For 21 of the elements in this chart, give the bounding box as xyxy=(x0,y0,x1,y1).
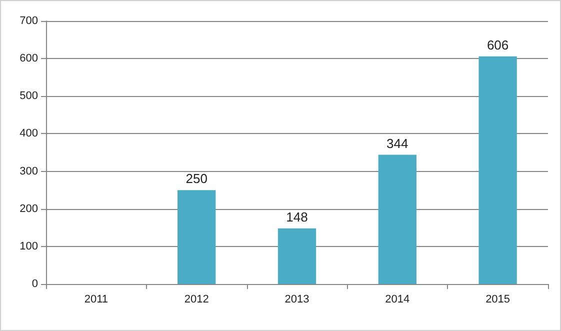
bar xyxy=(278,228,316,284)
bar xyxy=(378,154,416,284)
x-tick-label: 2012 xyxy=(184,294,209,306)
data-label: 344 xyxy=(386,136,408,151)
y-tick-label: 400 xyxy=(20,128,38,140)
y-tick-label: 200 xyxy=(20,202,38,215)
y-tick-label: 0 xyxy=(32,278,38,290)
x-tick-label: 2014 xyxy=(385,294,410,306)
x-tick-label: 2015 xyxy=(486,294,510,306)
bar xyxy=(178,190,216,284)
y-tick-label: 100 xyxy=(20,240,38,252)
x-tick-label: 2013 xyxy=(284,294,310,306)
y-tick-label: 500 xyxy=(20,90,38,102)
y-tick-label: 300 xyxy=(20,165,38,178)
data-label: 606 xyxy=(486,37,509,52)
x-tick-label: 2011 xyxy=(84,294,108,306)
data-label: 250 xyxy=(186,171,208,186)
y-tick-label: 700 xyxy=(20,15,38,27)
data-label: 148 xyxy=(286,209,308,224)
bar xyxy=(478,56,517,284)
y-tick-label: 600 xyxy=(20,52,38,65)
